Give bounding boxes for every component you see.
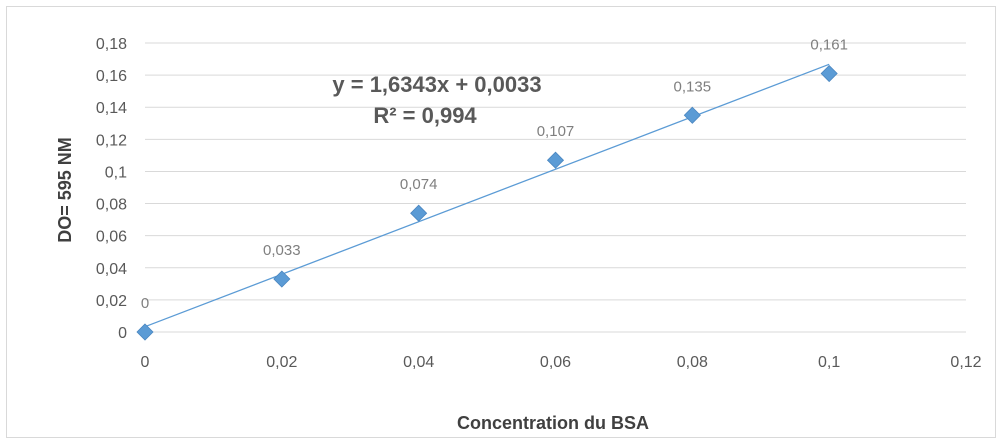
data-point-marker — [136, 323, 154, 341]
y-tick-label: 0,08 — [96, 197, 127, 214]
x-tick-label: 0,12 — [950, 354, 981, 371]
data-label: 0 — [141, 295, 149, 312]
x-axis-ticks: 0 0,02 0,04 0,06 0,08 0,1 0,12 — [141, 354, 982, 371]
r-squared-label: R² = 0,994 — [373, 103, 477, 128]
trendline — [144, 63, 830, 328]
x-axis-title: Concentration du BSA — [457, 413, 649, 433]
x-tick-label: 0,08 — [677, 354, 708, 371]
data-point-marker — [683, 106, 701, 124]
y-tick-label: 0,12 — [96, 132, 127, 149]
data-point-marker — [410, 204, 428, 222]
data-labels: 0 0,033 0,074 0,107 0,135 0,161 — [141, 37, 848, 312]
data-point-marker — [820, 64, 838, 83]
data-label: 0,135 — [674, 78, 712, 95]
data-points — [136, 64, 838, 341]
y-tick-label: 0 — [118, 325, 127, 342]
gridlines — [145, 42, 966, 333]
y-tick-label: 0,04 — [96, 261, 127, 278]
y-tick-label: 0,16 — [96, 68, 127, 85]
y-axis-title: DO= 595 NM — [55, 137, 75, 243]
x-tick-label: 0,02 — [266, 354, 297, 371]
x-tick-label: 0,1 — [818, 354, 840, 371]
y-tick-label: 0,18 — [96, 36, 127, 53]
trendline-segment — [144, 63, 830, 328]
x-tick-label: 0,04 — [403, 354, 434, 371]
data-label: 0,074 — [400, 176, 438, 193]
y-tick-label: 0,14 — [96, 100, 127, 117]
data-label: 0,033 — [263, 242, 301, 259]
x-tick-label: 0 — [141, 354, 150, 371]
data-label: 0,107 — [537, 123, 575, 140]
data-label: 0,161 — [810, 37, 848, 54]
data-point-marker — [546, 151, 565, 169]
y-tick-label: 0,1 — [105, 164, 127, 181]
y-axis-ticks: 0 0,02 0,04 0,06 0,08 0,1 0,12 0,14 0,16 0,18 — [96, 36, 127, 342]
y-tick-label: 0,02 — [96, 293, 127, 310]
y-tick-label: 0,06 — [96, 229, 127, 246]
x-tick-label: 0,06 — [540, 354, 571, 371]
data-point-marker — [273, 270, 291, 288]
trendline-equation: y = 1,6343x + 0,0033 — [332, 72, 541, 97]
